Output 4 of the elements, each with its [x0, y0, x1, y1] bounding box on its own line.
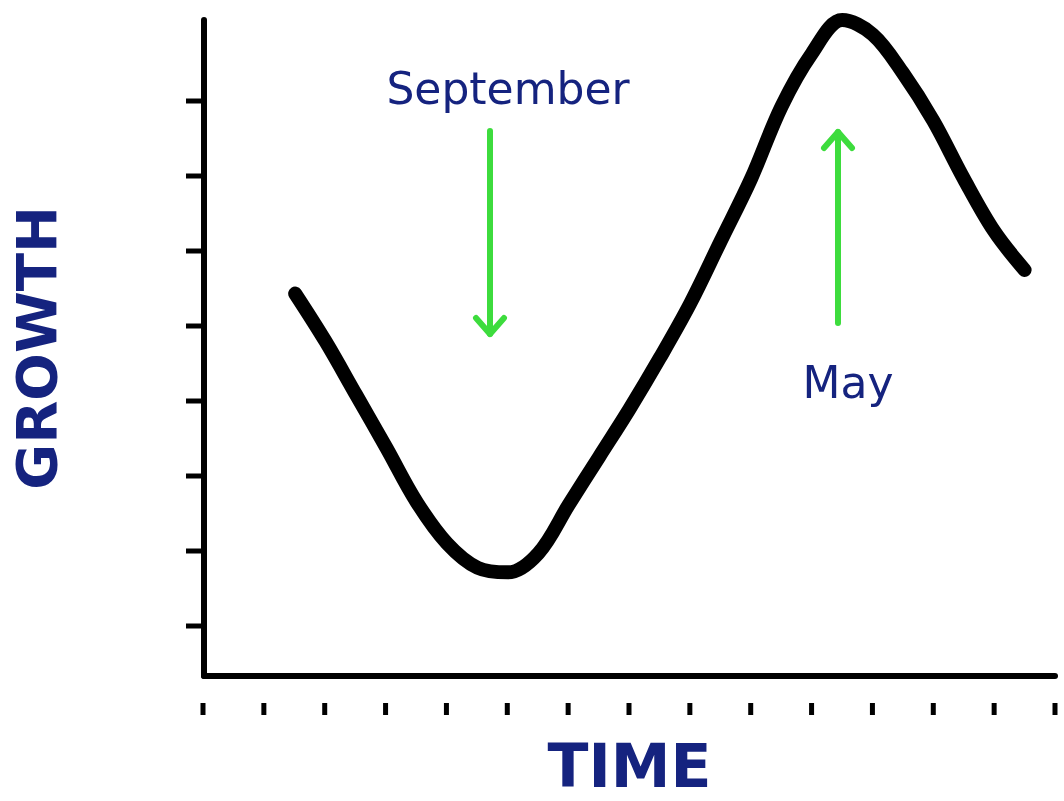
- y-axis-title: GROWTH: [3, 206, 69, 490]
- annotation: May: [802, 356, 894, 408]
- x-axis-title: TIME: [547, 731, 712, 801]
- annotation: September: [386, 62, 631, 114]
